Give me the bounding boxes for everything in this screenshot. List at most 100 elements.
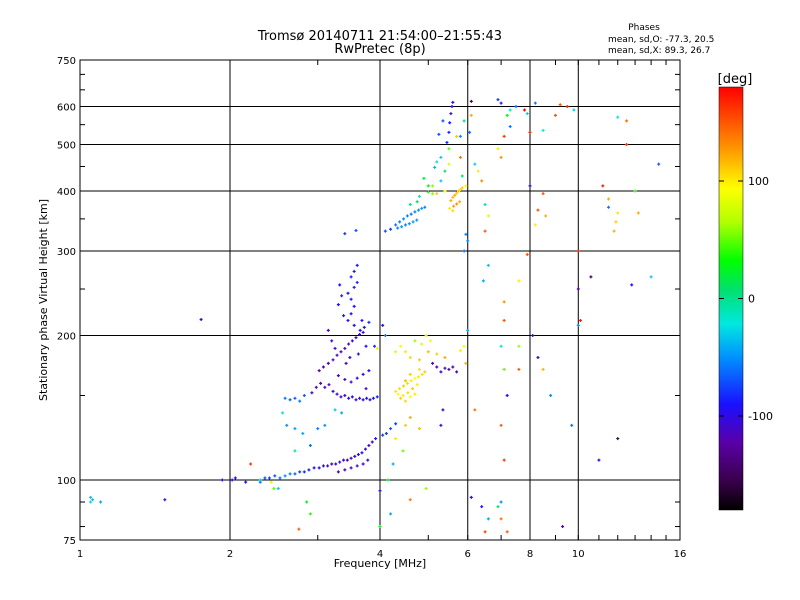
data-point	[458, 200, 462, 204]
data-point	[314, 385, 318, 389]
data-point	[411, 220, 415, 224]
data-point	[464, 184, 468, 188]
data-point	[544, 214, 548, 218]
data-point	[469, 495, 473, 499]
data-point	[89, 500, 93, 504]
data-point	[614, 220, 618, 224]
data-point	[469, 113, 473, 117]
data-point	[267, 476, 271, 480]
data-point	[352, 285, 356, 289]
data-point	[505, 530, 509, 534]
data-point	[469, 99, 473, 103]
data-point	[561, 525, 565, 529]
y-axis-label: Stationary phase Virtual Height [km]	[37, 199, 50, 401]
data-point	[331, 389, 335, 393]
data-point	[336, 470, 340, 474]
data-point	[578, 318, 582, 322]
data-point	[293, 472, 297, 476]
data-point	[496, 505, 500, 509]
data-point	[553, 113, 557, 117]
stats-o-mode: mean, sd,O: -77.3, 20.5	[608, 35, 714, 45]
colorbar-ticks: 100 0 -100	[719, 175, 773, 423]
data-point	[451, 195, 455, 199]
data-point	[405, 381, 409, 385]
y-tick-label: 300	[57, 247, 76, 258]
data-point	[424, 487, 428, 491]
data-point	[431, 192, 435, 196]
data-point	[420, 206, 424, 210]
data-point	[417, 194, 421, 198]
data-point	[326, 361, 330, 365]
data-point	[360, 451, 364, 455]
data-point	[426, 350, 430, 354]
data-point	[420, 342, 424, 346]
data-point	[356, 352, 360, 356]
data-point	[342, 458, 346, 462]
colorbar-tick-label: -100	[748, 410, 773, 423]
data-point	[447, 130, 451, 134]
data-point	[285, 423, 289, 427]
data-point	[499, 344, 503, 348]
data-point	[288, 398, 292, 402]
data-point	[406, 391, 410, 395]
data-point	[528, 130, 532, 134]
data-point	[431, 361, 435, 365]
data-point	[407, 222, 411, 226]
data-point	[361, 372, 365, 376]
data-point	[340, 411, 344, 415]
data-point	[394, 223, 398, 227]
data-point	[338, 283, 342, 287]
data-point	[347, 396, 351, 400]
data-point	[437, 132, 441, 136]
data-point	[408, 395, 412, 399]
data-point	[433, 165, 437, 169]
data-point	[451, 100, 455, 104]
x-tick-label: 16	[674, 549, 687, 560]
data-point	[375, 395, 379, 399]
data-point	[302, 470, 306, 474]
x-tick-label: 10	[572, 549, 585, 560]
data-point	[435, 352, 439, 356]
data-point	[394, 389, 398, 393]
data-point	[451, 209, 455, 213]
chart-title: Tromsø 20140711 21:54:00–21:55:43	[257, 29, 502, 44]
data-point	[283, 396, 287, 400]
y-tick-label: 200	[57, 332, 76, 343]
data-point	[281, 411, 285, 415]
data-point	[409, 379, 413, 383]
data-point	[293, 449, 297, 453]
data-point	[386, 478, 390, 482]
data-point	[349, 456, 353, 460]
data-point	[443, 189, 447, 193]
data-point	[417, 208, 421, 212]
data-point	[319, 381, 323, 385]
y-tick-label: 750	[57, 56, 76, 67]
data-point	[514, 105, 518, 109]
data-point	[391, 462, 395, 466]
data-point	[505, 113, 509, 117]
data-point	[378, 489, 382, 493]
data-point	[317, 466, 321, 470]
data-point	[443, 169, 447, 173]
data-point	[499, 517, 503, 521]
data-point	[364, 387, 368, 391]
data-point	[525, 253, 529, 257]
data-point	[480, 179, 484, 183]
y-tick-label: 100	[57, 476, 76, 487]
data-point	[448, 121, 452, 125]
data-point	[293, 427, 297, 431]
data-point	[455, 134, 459, 138]
data-point	[402, 217, 406, 221]
data-point	[462, 344, 466, 348]
data-point	[298, 470, 302, 474]
data-point	[413, 376, 417, 380]
data-point	[312, 466, 316, 470]
data-point	[336, 374, 340, 378]
data-point	[458, 349, 462, 353]
data-point	[352, 269, 356, 273]
data-point	[403, 223, 407, 227]
stats-x-mode: mean, sd,X: 89.3, 26.7	[608, 46, 710, 56]
data-point	[401, 449, 405, 453]
data-point	[249, 462, 253, 466]
data-point	[549, 394, 553, 398]
